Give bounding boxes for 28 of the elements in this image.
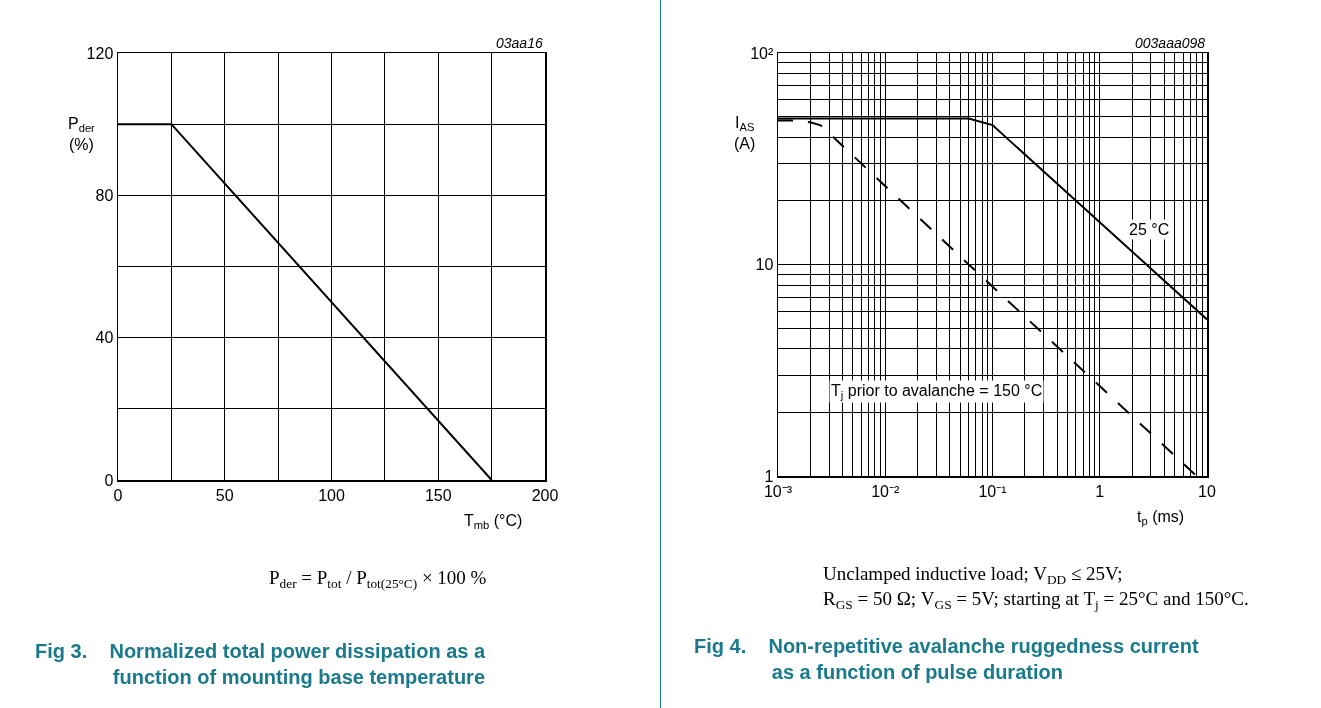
- x-tick-label: 10⁻³: [763, 482, 793, 500]
- y-tick-label: 0: [104, 471, 114, 489]
- y-tick-label: 10: [755, 256, 774, 274]
- text: Fig 4. Non-repetitive avalanche ruggedness current as a function of pulse duration: [694, 635, 1199, 683]
- text: Fig 3. Normalized total power dissipation as a function of mounting base temperature: [35, 640, 486, 688]
- y-tick-label: 10²: [750, 44, 774, 62]
- text: 03aa16: [496, 35, 543, 51]
- y-tick-label: 40: [95, 329, 114, 347]
- text: Unclamped inductive load; V$_{DD}$ ≤ 25V; R$_{GS}$ = 50 Ω; V$_{GS}$ = 5V; starting at T$_{j}$ = 25°C and 150°C.: [823, 563, 1249, 612]
- x-tick-label: 50: [215, 486, 234, 504]
- text: 003aaa098: [1135, 35, 1206, 51]
- x-tick-label: 10: [1198, 482, 1216, 500]
- y-tick-label: 120: [86, 44, 114, 62]
- x-tick-label: 200: [531, 486, 559, 504]
- x-axis-title: t$_{p}$ (ms): [1137, 508, 1185, 528]
- annotation: 25 °C: [1129, 221, 1170, 238]
- x-tick-label: 100: [318, 486, 345, 504]
- annotation: T$_{j}$ prior to avalanche = 150 °C: [831, 382, 1043, 402]
- x-tick-label: 10⁻²: [871, 482, 900, 500]
- y-tick-label: 80: [95, 186, 114, 204]
- y-tick-label: 1: [764, 467, 774, 485]
- x-tick-label: 150: [424, 486, 452, 504]
- text: P$_{der}$ = P$_{tot}$ / P$_{tot(25°C)}$ × 100 %: [269, 567, 487, 591]
- x-axis-title: T$_{mb}$ (°C): [464, 512, 523, 532]
- y-axis-title: P$_{der}$ (%): [68, 115, 96, 153]
- x-tick-label: 10⁻¹: [978, 482, 1007, 500]
- x-tick-label: 1: [1095, 482, 1105, 500]
- y-axis-title: I$_{AS}$ (A): [734, 114, 756, 152]
